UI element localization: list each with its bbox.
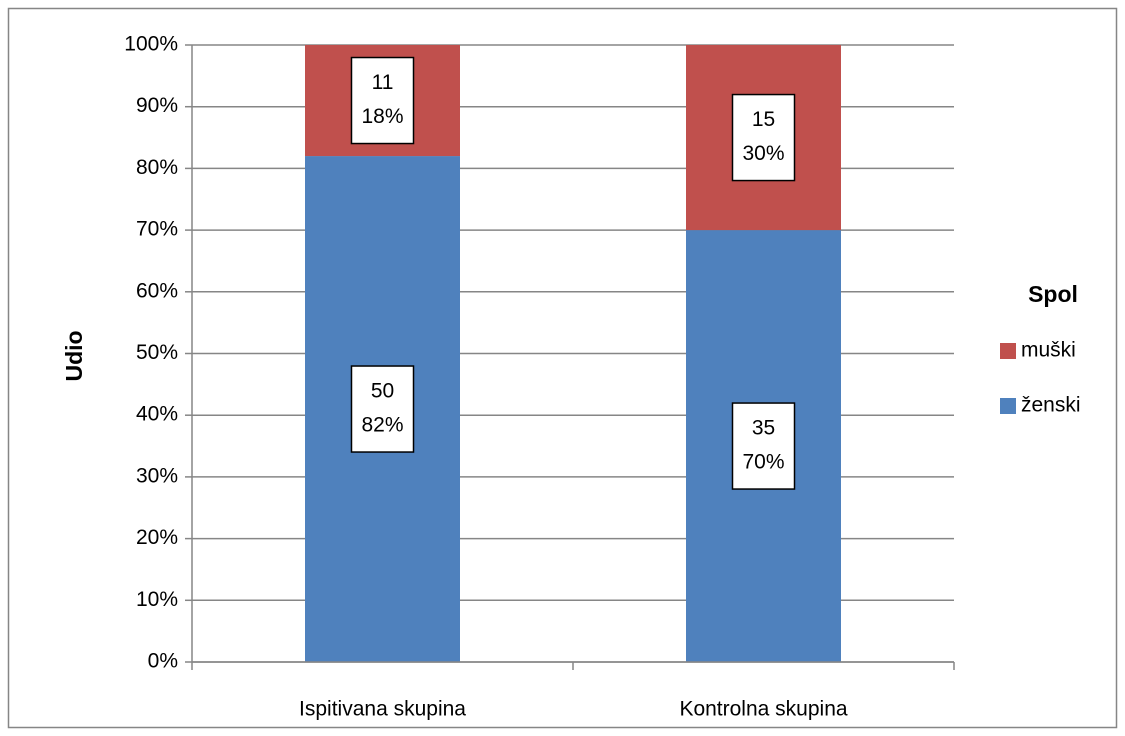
y-tick-label: 90%: [136, 94, 178, 117]
data-label-box: [731, 93, 796, 182]
data-label-box: [350, 365, 415, 453]
x-tick-label: Kontrolna skupina: [679, 698, 847, 721]
y-tick-label: 50%: [136, 341, 178, 364]
data-label-percent: 70%: [742, 451, 784, 474]
data-label-count: 35: [752, 417, 775, 440]
data-label-percent: 18%: [361, 105, 403, 128]
legend-swatch: [1000, 343, 1016, 359]
y-tick-label: 60%: [136, 279, 178, 302]
data-label-percent: 82%: [361, 414, 403, 437]
legend-title: Spol: [1028, 281, 1078, 307]
data-label-percent: 30%: [742, 142, 784, 165]
x-tick-label: Ispitivana skupina: [299, 698, 466, 721]
y-tick-label: 0%: [148, 650, 178, 673]
y-tick-label: 20%: [136, 526, 178, 549]
y-tick-label: 80%: [136, 156, 178, 179]
legend-label: muški: [1021, 339, 1076, 362]
y-tick-label: 70%: [136, 218, 178, 241]
y-tick-label: 10%: [136, 588, 178, 611]
data-label-count: 11: [372, 71, 394, 94]
data-label-box: [731, 402, 796, 490]
data-label-box: [350, 56, 415, 145]
y-tick-label: 30%: [136, 464, 178, 487]
legend-label: ženski: [1021, 394, 1081, 417]
y-axis-title: Udio: [61, 330, 87, 381]
y-tick-label: 100%: [124, 33, 178, 56]
chart-frame: [7, 7, 1118, 729]
legend-swatch: [1000, 398, 1016, 414]
data-label-count: 15: [752, 108, 775, 131]
y-tick-label: 40%: [136, 403, 178, 426]
data-label-count: 50: [371, 380, 394, 403]
